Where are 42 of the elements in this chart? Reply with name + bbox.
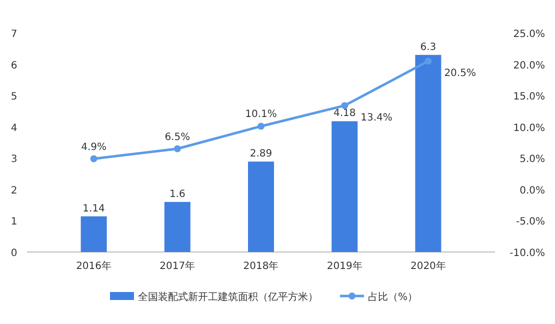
data-label: 13.4% (360, 112, 392, 124)
legend-label: 全国装配式新开工建筑面积（亿平方米） (138, 291, 318, 303)
point (424, 58, 432, 65)
y2-tick-label: 15.0% (513, 92, 545, 103)
x-tick-label: 2020年 (410, 260, 446, 272)
data-label: 20.5% (444, 68, 476, 80)
x-tick-label: 2017年 (160, 260, 196, 272)
data-label: 1.14 (82, 203, 105, 214)
data-label: 1.6 (169, 188, 186, 200)
y-tick-label: 5 (10, 92, 18, 103)
y-tick-label: 1 (10, 216, 18, 228)
y2-tick-label: 10.0% (513, 122, 545, 134)
y-tick-label: 6 (10, 60, 18, 72)
data-label: 4.9% (81, 142, 107, 153)
y-tick-label: 7 (10, 29, 18, 40)
y-tick-label: 3 (10, 154, 18, 166)
bar (164, 202, 190, 252)
y-tick-label: 2 (10, 185, 18, 196)
point (258, 122, 264, 130)
bar (248, 162, 274, 252)
bar (80, 216, 107, 252)
x-tick-label: 2018年 (243, 260, 279, 272)
y-tick-label: 4 (10, 122, 18, 134)
y2-tick-label: 5.0% (520, 154, 545, 166)
data-label: 6.5% (164, 132, 190, 143)
legend-label: 占比（%） (368, 291, 418, 303)
point (174, 145, 181, 152)
y2-tick-label: 20.0% (513, 60, 545, 72)
y2-tick-label: 25.0% (513, 29, 545, 40)
y2-tick-label: 0.0% (520, 185, 545, 196)
point (90, 155, 98, 162)
data-label: 6.3 (420, 42, 436, 53)
bar (415, 54, 442, 252)
data-label: 4.18 (333, 108, 356, 120)
bar (332, 121, 358, 252)
data-label: 10.1% (245, 109, 277, 120)
y-tick-label: 0 (10, 248, 18, 259)
data-label: 2.89 (250, 148, 272, 160)
x-tick-label: 2016年 (76, 260, 112, 272)
y2-tick-label: -10.0% (510, 248, 545, 259)
x-tick-label: 2019年 (326, 260, 362, 272)
y2-tick-label: -5.0% (516, 216, 545, 228)
